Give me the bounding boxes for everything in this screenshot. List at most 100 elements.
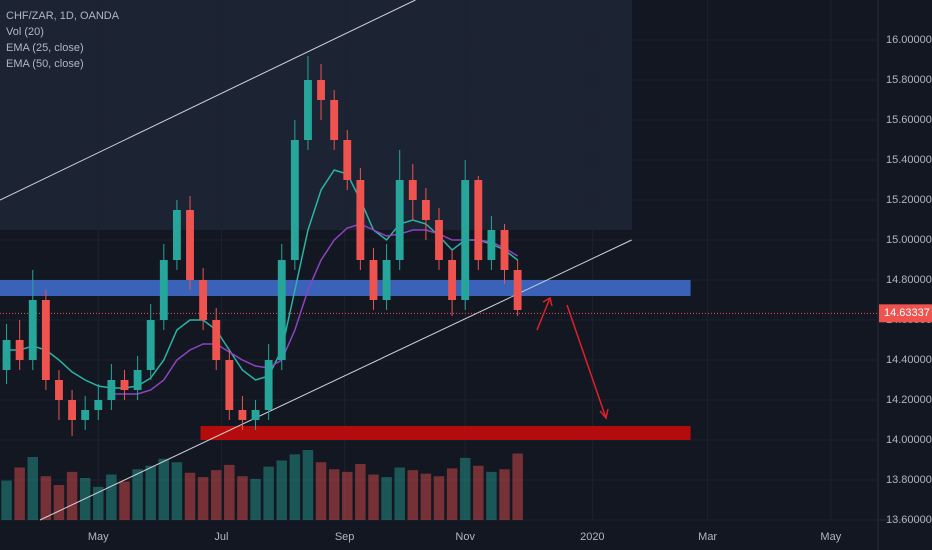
candle-body: [28, 300, 37, 360]
legend-title: CHF/ZAR, 1D, OANDA: [6, 10, 120, 22]
y-tick-label: 14.40000: [886, 354, 932, 366]
candle-body: [382, 260, 391, 300]
y-tick-label: 15.00000: [886, 234, 932, 246]
volume-bar: [355, 464, 366, 520]
volume-bar: [119, 481, 130, 520]
candle-body: [448, 260, 457, 300]
candle-body: [186, 210, 194, 280]
candles: [2, 56, 522, 436]
trendline: [39, 239, 632, 521]
volume-bar: [328, 469, 340, 520]
volume-bar: [302, 450, 314, 520]
volume-bar: [446, 468, 458, 520]
volume: [1, 450, 523, 520]
candle-body: [461, 180, 470, 300]
candle-body: [81, 410, 90, 420]
candle-body: [395, 180, 404, 260]
candle-body: [304, 80, 312, 140]
volume-bar: [368, 474, 379, 520]
y-tick-label: 14.00000: [886, 434, 932, 446]
y-tick-label: 15.20000: [886, 194, 932, 206]
x-tick-label: May: [88, 531, 109, 543]
volume-bar: [433, 476, 445, 520]
candle-body: [408, 180, 417, 200]
candle-body: [225, 360, 234, 410]
channel-highlight: [0, 0, 632, 230]
candle-body: [330, 100, 339, 140]
x-tick-label: Nov: [455, 531, 475, 543]
legend-entry: EMA (50, close): [6, 58, 84, 70]
candle-body: [55, 380, 63, 400]
volume-bar: [315, 462, 327, 520]
candle-body: [199, 280, 208, 320]
candle-body: [146, 320, 155, 370]
candle-body: [513, 270, 522, 310]
volume-bar: [407, 470, 419, 520]
candle-body: [290, 140, 299, 260]
volume-bar: [132, 469, 143, 520]
y-tick-label: 15.60000: [886, 114, 932, 126]
candle-body: [172, 210, 181, 260]
volume-bar: [14, 467, 25, 520]
x-tick-label: Mar: [698, 531, 717, 543]
candle-body: [435, 220, 443, 260]
volume-bar: [473, 465, 484, 520]
x-tick-label: May: [820, 531, 841, 543]
candle-body: [159, 260, 168, 320]
candle-body: [107, 380, 116, 400]
volume-bar: [237, 476, 248, 520]
legend-entry: Vol (20): [6, 26, 44, 38]
x-tick-label: Jul: [214, 531, 228, 543]
candle-body: [41, 300, 50, 380]
y-tick-label: 15.40000: [886, 154, 932, 166]
volume-bar: [184, 472, 196, 520]
candle-body: [120, 380, 129, 390]
candle-body: [2, 340, 11, 370]
volume-bar: [40, 476, 52, 520]
volume-bar: [250, 478, 261, 520]
legend: CHF/ZAR, 1D, OANDA Vol (20) EMA (25, clo…: [6, 10, 120, 70]
volume-bar: [486, 471, 497, 520]
volume-bar: [381, 477, 392, 520]
candle-body: [500, 230, 509, 270]
candle-body: [68, 400, 77, 420]
x-tick-label: 2020: [580, 531, 604, 543]
volume-bar: [66, 471, 78, 520]
volume-bar: [106, 474, 117, 520]
ema-line: [6, 169, 519, 389]
volume-bar: [53, 485, 65, 520]
y-tick-label: 13.80000: [886, 474, 932, 486]
candle-body: [317, 80, 325, 100]
volume-bar: [289, 454, 301, 520]
volume-bar: [158, 458, 170, 520]
candle-body: [238, 410, 247, 420]
candle-body: [212, 320, 221, 360]
trendlines: [0, 0, 878, 521]
arrow-head: [599, 408, 609, 420]
y-tick-label: 13.60000: [886, 514, 932, 526]
candle-body: [277, 260, 286, 360]
ema-lines: [6, 169, 519, 395]
legend-entry: EMA (25, close): [6, 42, 84, 54]
y-tick-label: 16.00000: [886, 34, 932, 46]
candle-body: [343, 140, 352, 180]
arrow-head: [542, 296, 553, 307]
candle-body: [487, 230, 496, 260]
candle-body: [94, 400, 103, 410]
volume-bar: [27, 457, 39, 520]
candle-body: [15, 340, 24, 360]
y-tick-label: 14.80000: [886, 274, 932, 286]
x-tick-label: Sep: [335, 531, 355, 543]
arrows: [536, 296, 609, 420]
ema-line: [111, 223, 518, 395]
volume-bar: [512, 453, 523, 520]
volume-bar: [394, 467, 405, 520]
arrow: [566, 304, 607, 419]
last-price-label: 14.63337: [884, 307, 930, 319]
volume-bar: [420, 473, 432, 520]
arrow: [536, 297, 551, 331]
candle-body: [356, 180, 365, 260]
volume-bar: [93, 486, 104, 520]
volume-bar: [342, 471, 353, 520]
